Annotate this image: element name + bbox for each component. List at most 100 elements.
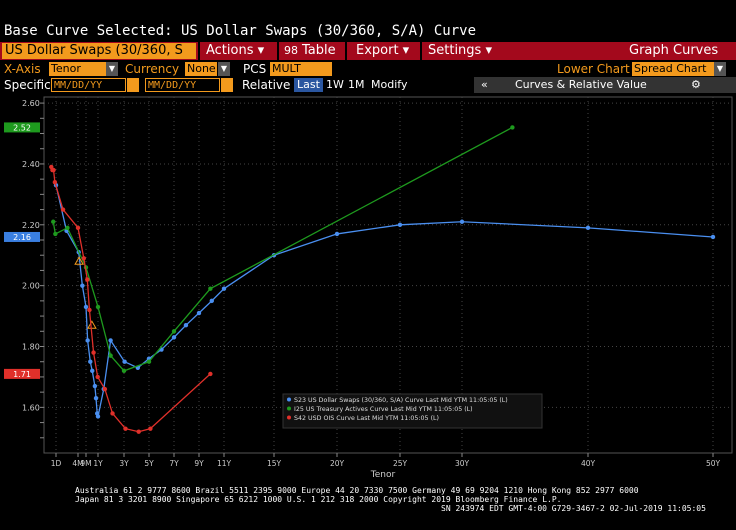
data-point	[121, 368, 127, 374]
data-point	[95, 414, 101, 419]
specific-label: Specific	[4, 78, 51, 92]
footer-line-1: Australia 61 2 9777 8600 Brazil 5511 239…	[75, 486, 639, 495]
chevron-down-icon[interactable]: ▼	[714, 62, 726, 76]
x-tick-label: 9M	[80, 459, 91, 468]
menu-divider	[345, 42, 347, 60]
tab-last[interactable]: Last	[294, 78, 323, 92]
menu-bar: US Dollar Swaps (30/360, S Actions ▾ 98 …	[0, 42, 736, 60]
y-axis: 1.60 1.80 2.00 2.20 2.40 2.60	[22, 99, 44, 439]
xaxis-label: X-Axis	[4, 62, 41, 76]
y-tick-label: 1.60	[22, 403, 40, 412]
data-point	[95, 304, 101, 310]
x-tick-label: 30Y	[455, 459, 470, 468]
data-point	[148, 426, 153, 431]
x-tick-label: 11Y	[217, 459, 232, 468]
data-point	[90, 368, 95, 374]
x-axis-title: Tenor	[370, 470, 396, 480]
x-tick-label: 5Y	[144, 459, 154, 468]
data-point	[60, 207, 66, 212]
y-value-flag-label: 2.16	[13, 233, 31, 242]
data-point	[110, 411, 115, 416]
data-point	[208, 286, 213, 291]
chevron-down-icon[interactable]: ▼	[218, 62, 230, 76]
table-button[interactable]: Table	[302, 43, 336, 58]
data-point	[108, 338, 113, 343]
data-point	[122, 359, 127, 364]
data-point	[75, 225, 81, 231]
table-icon: 98	[284, 44, 298, 57]
chart-series	[49, 125, 716, 434]
data-point	[710, 234, 716, 240]
data-point	[171, 335, 177, 340]
x-tick-label: 4M	[72, 459, 83, 468]
data-point	[80, 283, 85, 288]
relative-label: Relative	[242, 78, 291, 92]
calendar-icon[interactable]	[127, 78, 139, 92]
graph-curves-button[interactable]: Graph Curves	[629, 43, 719, 58]
triangle-marker	[74, 256, 84, 265]
pcs-field[interactable]: MULT	[270, 62, 332, 76]
chart-legend: S23 US Dollar Swaps (30/360, S/A) Curve …	[282, 393, 543, 429]
data-point	[95, 374, 100, 380]
data-point	[183, 323, 189, 328]
xaxis-select[interactable]: Tenor	[49, 62, 106, 76]
currency-select[interactable]: None	[185, 62, 217, 76]
y-tick-label: 2.20	[22, 221, 40, 230]
data-point	[81, 256, 87, 261]
data-point	[87, 307, 92, 313]
x-tick-label: 40Y	[581, 459, 596, 468]
data-point	[221, 286, 227, 291]
data-point	[136, 429, 141, 434]
chevron-down-icon[interactable]: ▼	[106, 62, 118, 76]
calendar-icon[interactable]	[221, 78, 233, 92]
export-menu[interactable]: Export ▾	[356, 43, 410, 58]
tab-1m[interactable]: 1M	[348, 78, 365, 91]
x-tick-label: 15Y	[267, 459, 282, 468]
title-bar: Base Curve Selected: US Dollar Swaps (30…	[0, 0, 736, 42]
x-tick-label: 7Y	[169, 459, 179, 468]
lower-chart-select[interactable]: Spread Chart	[632, 62, 714, 76]
tab-modify[interactable]: Modify	[371, 78, 408, 91]
data-point	[53, 231, 58, 237]
options-row: X-Axis Tenor ▼ Currency None ▼ PCS MULT …	[0, 61, 736, 77]
curve-select-dropdown[interactable]: US Dollar Swaps (30/360, S	[2, 43, 196, 59]
currency-label: Currency	[125, 62, 180, 76]
data-point	[208, 371, 213, 377]
lower-chart-label: Lower Chart	[557, 62, 630, 76]
x-tick-label: 25Y	[393, 459, 408, 468]
actions-menu[interactable]: Actions ▾	[206, 43, 265, 58]
data-point	[108, 353, 113, 358]
tab-1w[interactable]: 1W	[326, 78, 344, 91]
curves-relative-value-panel: « Curves & Relative Value ⚙	[474, 77, 736, 93]
data-point	[92, 383, 98, 389]
x-tick-label: 9Y	[194, 459, 204, 468]
settings-menu[interactable]: Settings ▾	[428, 43, 492, 58]
collapse-icon[interactable]: «	[481, 78, 488, 91]
data-point	[585, 225, 591, 231]
y-value-flag	[4, 368, 40, 379]
data-point	[85, 277, 90, 282]
data-point	[334, 231, 340, 237]
x-tick-label: 20Y	[330, 459, 345, 468]
data-point	[510, 125, 515, 130]
date-to-field[interactable]: MM/DD/YY	[145, 78, 220, 92]
y-tick-label: 1.80	[22, 343, 40, 352]
data-point	[85, 338, 90, 343]
data-point	[146, 359, 152, 364]
legend-label: S23 US Dollar Swaps (30/360, S/A) Curve …	[294, 397, 508, 404]
date-from-field[interactable]: MM/DD/YY	[51, 78, 126, 92]
data-point	[397, 222, 403, 227]
y-tick-label: 2.40	[22, 160, 40, 169]
y-value-flag	[4, 231, 40, 242]
date-row: Specific MM/DD/YY MM/DD/YY Relative Last…	[0, 77, 736, 93]
legend-label: I25 US Treasury Actives Curve Last Mid Y…	[294, 406, 473, 413]
series-line	[52, 126, 513, 372]
legend-label: S42 USD OIS Curve Last Mid YTM 11:05:05 …	[294, 415, 439, 422]
gear-icon[interactable]: ⚙	[691, 78, 701, 91]
data-point	[123, 426, 128, 431]
data-point	[51, 167, 56, 173]
data-point	[88, 359, 93, 364]
data-point	[93, 396, 99, 401]
y-tick-label: 2.00	[22, 282, 40, 291]
x-tick-label: 1Y	[93, 459, 103, 468]
